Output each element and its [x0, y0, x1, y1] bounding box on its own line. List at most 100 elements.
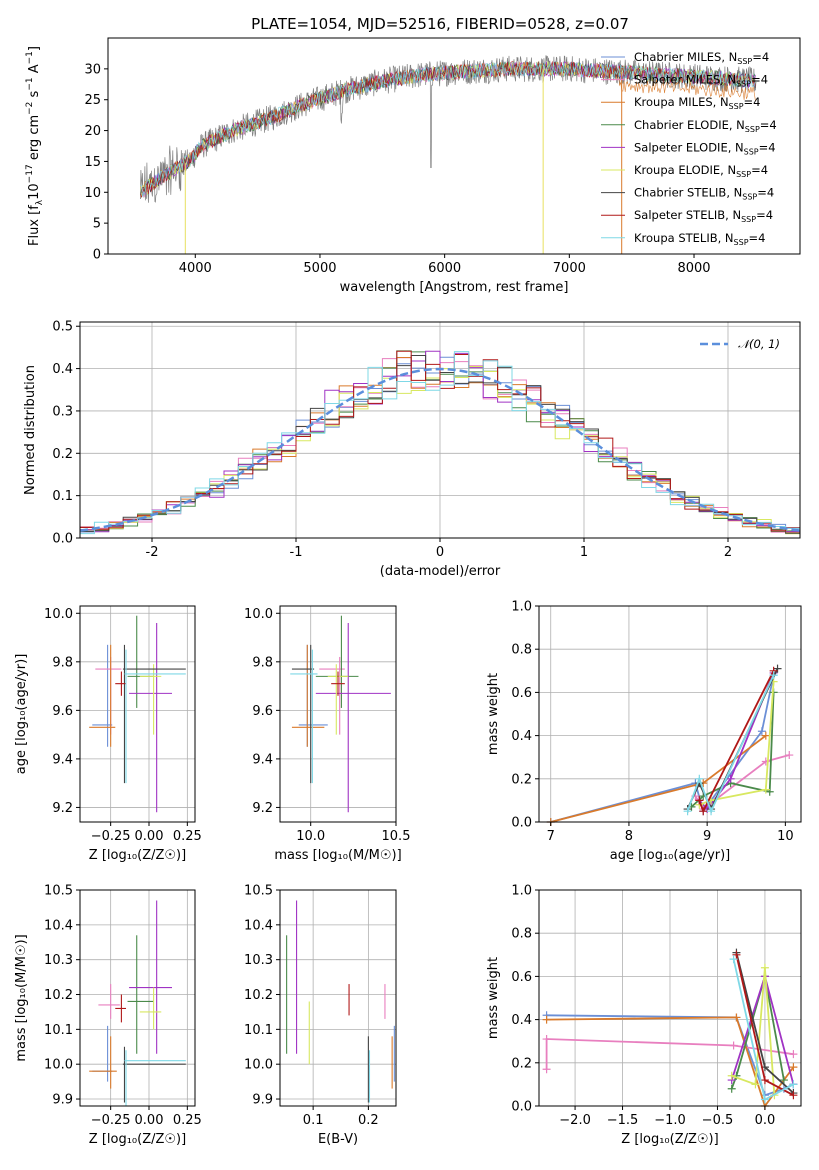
weight-marker	[789, 1063, 798, 1072]
weight-marker	[765, 787, 774, 796]
y-tick-label: 0.1	[52, 489, 73, 504]
axes-frame	[107, 37, 801, 255]
histogram-kroupa-stelib	[80, 351, 800, 535]
x-tick-label: 7	[547, 829, 555, 844]
y-tick-label: 10.5	[44, 884, 73, 899]
weight-line-chabrier-elodie	[730, 976, 785, 1090]
panel-mass-vs-ebv: 0.1 0.2 9.9 10.0 10.1 10.2 10.3 10.4 10.5 E(B-V)	[244, 884, 397, 1147]
y-tick-label: 9.2	[52, 801, 73, 816]
y-axis-label-part: 10	[27, 183, 42, 200]
y-tick-label: 0.0	[52, 532, 73, 547]
y-tick-label: 10.0	[44, 607, 73, 622]
weight-line-kroupa-elodie	[731, 967, 776, 1096]
x-tick-label: 8	[625, 829, 633, 844]
weight-marker	[769, 671, 778, 680]
x-tick-label: 2	[724, 545, 732, 560]
weight-marker	[699, 807, 708, 816]
point-kroupa-elodie	[139, 664, 162, 735]
weight-marker	[727, 1084, 736, 1093]
y-tick-label: 10.0	[244, 1058, 273, 1073]
y-tick-label: 5	[93, 217, 101, 232]
axes-frame	[79, 605, 196, 823]
y-tick-label: 15	[84, 155, 101, 170]
x-tick-label: 0.1	[303, 1113, 324, 1128]
legend-label: 𝒩(0, 1)	[738, 337, 780, 351]
spectrum-line-kroupa-stelib	[140, 61, 756, 198]
point-salpeter-stelib	[115, 671, 126, 696]
x-tick-label: 10.0	[296, 829, 325, 844]
legend-label-part: =4	[757, 186, 774, 200]
legend-label-part: SSP	[741, 215, 756, 224]
plot-area-mass-vs-ebv	[286, 900, 395, 1103]
legend-label-part: =4	[752, 50, 769, 64]
y-axis-label-part: −1	[25, 77, 35, 90]
point-salpeter-miles	[98, 984, 120, 1019]
y-axis-label: Normed distribution	[23, 365, 38, 495]
legend-label-part: Chabrier ELODIE, N	[634, 118, 745, 132]
point-chabrier-miles	[92, 1025, 113, 1082]
point-chabrier-elodie	[127, 935, 154, 1054]
weight-marker	[761, 731, 770, 740]
weight-marker	[732, 950, 741, 959]
y-tick-label: 0.2	[511, 1056, 532, 1071]
weight-marker	[773, 664, 782, 673]
panels: 4000 5000 6000 7000 8000051015202530waveleng…	[14, 37, 802, 1147]
panel-weight-vs-Z: −2.0 −1.5 −1.0 −0.5 0.0 0.0 0.2 0.4 0.6 0.8 1.0 Z […	[486, 884, 802, 1147]
y-axis-label: mass [log₁₀(M/M☉)]	[14, 934, 29, 1061]
point-salpeter-elodie	[129, 622, 172, 813]
legend-label: Kroupa MILES, NSSP=4	[634, 95, 760, 111]
weight-marker	[542, 1015, 551, 1024]
legend-label-part: SSP	[734, 238, 749, 247]
y-axis-label: mass weight	[486, 957, 501, 1039]
point-kroupa-elodie	[139, 987, 162, 1030]
y-tick-label: 0.4	[52, 362, 73, 377]
y-tick-label: 20	[84, 124, 101, 139]
point-chabrier-miles	[298, 644, 328, 747]
y-tick-label: 9.6	[52, 704, 73, 719]
legend-label: Chabrier MILES, NSSP=4	[634, 50, 769, 66]
x-tick-label: 0.25	[173, 1113, 202, 1128]
plot-area-spectrum	[140, 55, 757, 254]
x-tick-label: -2	[146, 545, 159, 560]
y-tick-label: 9.8	[252, 655, 273, 670]
weight-marker	[757, 727, 766, 736]
legend-label-part: =4	[744, 95, 761, 109]
legend-label-part: Chabrier MILES, N	[634, 50, 737, 64]
x-tick-label: 7000	[553, 261, 586, 276]
y-axis-label-part: −1	[25, 51, 35, 64]
legend-label-part: =4	[759, 140, 776, 154]
weight-marker	[683, 807, 692, 816]
y-tick-label: 10.2	[44, 988, 73, 1003]
y-tick-label: 9.8	[52, 655, 73, 670]
legend-label-part: =4	[756, 208, 773, 222]
y-tick-label: 0	[93, 248, 101, 263]
figure-title: PLATE=1054, MJD=52516, FIBERID=0528, z=0…	[251, 15, 629, 33]
point-kroupa-miles	[89, 644, 116, 747]
point-kroupa-stelib	[290, 649, 318, 784]
plot-area-residuals	[79, 350, 801, 535]
y-axis-label-part: −2	[25, 102, 35, 115]
panel-residuals: -2 -1 0 1 2 0.0 0.1 0.2 0.3 0.4 0.5 (data-model)/er…	[23, 320, 801, 579]
legend-label-part: =4	[749, 231, 766, 245]
weight-marker	[695, 774, 704, 783]
y-tick-label: 9.9	[52, 1093, 73, 1108]
x-tick-label: 9	[703, 829, 711, 844]
weight-marker	[760, 1095, 769, 1104]
weight-line-kroupa-elodie	[698, 681, 775, 806]
weight-line-salpeter-miles	[545, 1038, 794, 1070]
y-tick-label: 10.5	[244, 884, 273, 899]
y-axis-label-part: s	[27, 90, 42, 101]
y-tick-label: 10.0	[44, 1058, 73, 1073]
weight-marker	[729, 955, 738, 964]
y-axis-label-part: ]	[27, 46, 42, 51]
legend-label-part: =4	[751, 163, 768, 177]
point-kroupa-miles	[89, 1036, 117, 1089]
axes-frame	[279, 605, 397, 823]
legend-label-part: SSP	[742, 193, 757, 202]
y-axis-label-part: erg cm	[27, 115, 42, 164]
weight-marker	[761, 785, 770, 794]
point-chabrier-stelib	[122, 1046, 186, 1103]
plot-area-mass-vs-Z	[89, 900, 186, 1106]
point-salpeter-miles	[319, 656, 345, 735]
weight-marker	[542, 1065, 551, 1074]
